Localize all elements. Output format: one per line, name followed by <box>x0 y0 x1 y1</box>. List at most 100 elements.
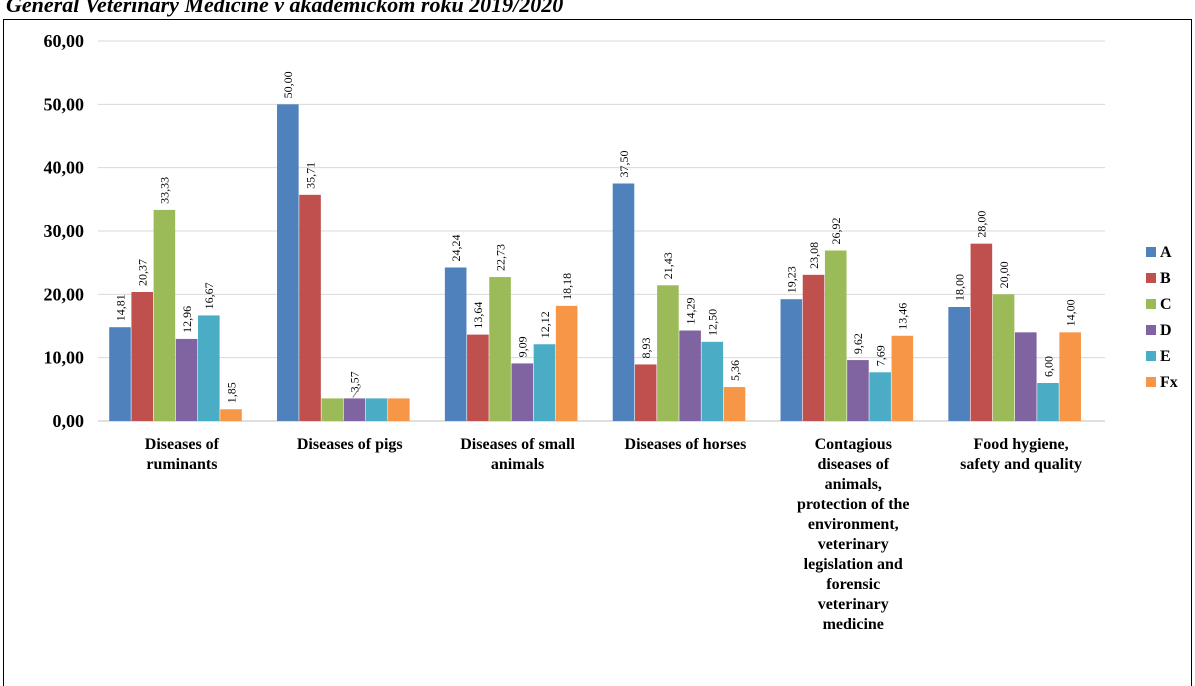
bar-d <box>847 360 869 421</box>
data-label: 24,24 <box>449 234 463 261</box>
data-label: 7,69 <box>873 345 887 366</box>
legend-label: D <box>1160 322 1172 339</box>
bar-d <box>679 330 701 421</box>
data-label: 33,33 <box>158 177 172 204</box>
gridlines <box>98 40 1105 422</box>
bar-fx <box>891 335 914 421</box>
category-label: medicine <box>823 616 884 633</box>
data-label: 22,73 <box>493 244 507 271</box>
category-label: veterinary <box>818 536 889 553</box>
bar-e <box>533 344 556 421</box>
bar-e <box>198 315 220 421</box>
legend-swatch-b <box>1146 273 1156 283</box>
page-title: General Veterinary Medicine v akademicko… <box>6 0 564 17</box>
y-tick-label: 10,00 <box>44 348 85 368</box>
legend-label: Fx <box>1160 374 1178 391</box>
category-label: Food hygiene, <box>974 436 1069 453</box>
data-label: 12,96 <box>180 306 194 333</box>
bar-fx <box>220 409 242 421</box>
data-label: 28,00 <box>975 211 989 238</box>
data-label: 14,81 <box>113 294 127 321</box>
data-label: 14,00 <box>1063 299 1077 326</box>
category-label: forensic <box>826 576 880 593</box>
category-label: Diseases of small <box>460 436 575 453</box>
data-label: 13,46 <box>896 303 910 330</box>
y-tick-label: 0,00 <box>53 411 85 431</box>
category-label: diseases of <box>817 456 889 473</box>
data-label: 9,09 <box>516 336 530 357</box>
data-label: 37,50 <box>617 151 631 178</box>
data-label: 35,71 <box>303 162 317 189</box>
category-label: environment, <box>808 516 899 533</box>
legend-swatch-e <box>1146 351 1156 361</box>
label-leader-line <box>352 386 362 398</box>
legend-label: E <box>1160 348 1171 365</box>
legend-label: B <box>1160 270 1171 287</box>
category-label: Diseases of pigs <box>297 436 403 453</box>
category-label: legislation and <box>804 556 903 573</box>
data-label: 23,08 <box>807 242 821 269</box>
bar-fx <box>723 387 746 421</box>
bar-b <box>802 274 825 421</box>
bar-b <box>634 364 657 421</box>
y-axis: 0,00 10,00 20,00 30,00 40,00 50,00 60,00 <box>44 31 85 431</box>
bar-a <box>444 267 467 421</box>
bar-fx <box>388 398 410 421</box>
category-label: protection of the <box>797 496 910 513</box>
category-label: veterinary <box>818 596 889 613</box>
bar-a <box>109 327 131 421</box>
data-label: 14,29 <box>683 297 697 324</box>
legend-label: C <box>1160 296 1172 313</box>
data-label: 9,62 <box>851 333 865 354</box>
bar-e <box>701 341 724 421</box>
bar-c <box>992 294 1015 421</box>
data-label: 26,92 <box>829 218 843 245</box>
y-tick-label: 40,00 <box>44 158 85 178</box>
bar-b <box>131 291 153 421</box>
data-label: 8,93 <box>639 337 653 358</box>
data-label: 16,67 <box>202 282 216 309</box>
bar-d <box>175 338 198 421</box>
category-label: Diseases of horses <box>625 436 747 453</box>
bar-fx <box>1059 332 1081 421</box>
data-label: 21,43 <box>661 252 675 279</box>
bar-b <box>299 194 321 421</box>
legend-swatch-fx <box>1146 377 1156 387</box>
data-label: 18,00 <box>952 274 966 301</box>
bar-b <box>970 243 993 421</box>
legend-swatch-d <box>1146 325 1156 335</box>
data-label: 12,12 <box>538 311 552 338</box>
category-label: animals, <box>825 476 882 493</box>
category-label: ruminants <box>146 456 217 473</box>
bar-c <box>153 209 176 421</box>
bar-d <box>343 398 366 421</box>
legend-swatch-a <box>1146 247 1156 257</box>
data-label: 12,50 <box>706 309 720 336</box>
bar-e <box>1037 383 1059 421</box>
data-label: 20,00 <box>997 261 1011 288</box>
data-label: 18,18 <box>560 273 574 300</box>
data-label: 13,64 <box>471 302 485 329</box>
bar-a <box>277 104 299 421</box>
bar-b <box>467 334 489 421</box>
data-label: 6,00 <box>1041 356 1055 377</box>
data-label: 3,57 <box>348 371 362 392</box>
bar-a <box>612 183 635 421</box>
y-tick-label: 30,00 <box>44 221 85 241</box>
bar-e <box>365 398 388 421</box>
category-label: Contagious <box>815 436 892 453</box>
x-axis: Diseases of ruminants Diseases of pigs Dise… <box>145 436 1082 633</box>
data-label: 20,37 <box>136 259 150 286</box>
legend-swatch-c <box>1146 299 1156 309</box>
category-label: animals <box>491 456 544 473</box>
y-tick-label: 50,00 <box>44 94 85 114</box>
bar-c <box>489 277 511 421</box>
bar-a <box>780 299 803 421</box>
bar-c <box>824 250 847 421</box>
bar-d <box>511 363 534 421</box>
y-tick-label: 60,00 <box>44 31 85 51</box>
category-label: safety and quality <box>960 456 1082 473</box>
bar-c <box>321 398 344 421</box>
